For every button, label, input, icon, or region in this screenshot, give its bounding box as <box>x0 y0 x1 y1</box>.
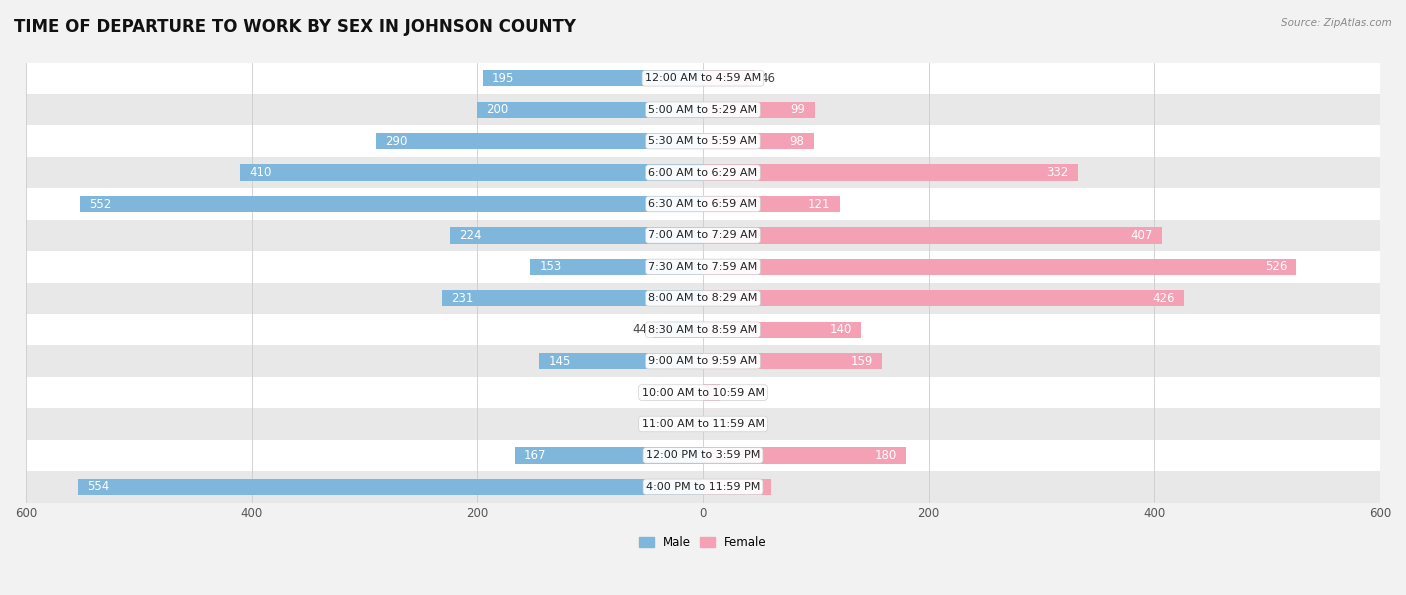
Text: 526: 526 <box>1265 261 1288 273</box>
Bar <box>27 94 1379 126</box>
Text: 195: 195 <box>492 72 515 85</box>
Bar <box>240 164 703 181</box>
Text: TIME OF DEPARTURE TO WORK BY SEX IN JOHNSON COUNTY: TIME OF DEPARTURE TO WORK BY SEX IN JOHN… <box>14 18 576 36</box>
Bar <box>478 102 703 118</box>
Bar <box>703 164 1077 181</box>
Text: 6:30 AM to 6:59 AM: 6:30 AM to 6:59 AM <box>648 199 758 209</box>
Bar <box>27 157 1379 188</box>
Text: 8:30 AM to 8:59 AM: 8:30 AM to 8:59 AM <box>648 325 758 335</box>
Text: 231: 231 <box>451 292 474 305</box>
Text: 200: 200 <box>486 104 509 116</box>
Bar <box>27 251 1379 283</box>
Text: 98: 98 <box>790 134 804 148</box>
Bar <box>515 447 703 464</box>
Bar <box>27 126 1379 157</box>
Text: 46: 46 <box>761 72 776 85</box>
Text: 6:00 AM to 6:29 AM: 6:00 AM to 6:29 AM <box>648 168 758 177</box>
Bar <box>703 133 814 149</box>
Bar <box>450 227 703 243</box>
Text: 140: 140 <box>830 323 852 336</box>
Bar <box>703 290 1184 306</box>
Bar <box>443 290 703 306</box>
Text: 12:00 PM to 3:59 PM: 12:00 PM to 3:59 PM <box>645 450 761 461</box>
Text: 121: 121 <box>808 198 831 211</box>
Text: 407: 407 <box>1130 229 1153 242</box>
Text: 7:30 AM to 7:59 AM: 7:30 AM to 7:59 AM <box>648 262 758 272</box>
Text: Source: ZipAtlas.com: Source: ZipAtlas.com <box>1281 18 1392 28</box>
Text: 224: 224 <box>460 229 482 242</box>
Bar <box>27 471 1379 503</box>
Text: 159: 159 <box>851 355 873 368</box>
Text: 7:00 AM to 7:29 AM: 7:00 AM to 7:29 AM <box>648 230 758 240</box>
Bar <box>484 70 703 86</box>
Bar <box>27 346 1379 377</box>
Text: 167: 167 <box>523 449 546 462</box>
Text: 0: 0 <box>690 418 697 430</box>
Bar <box>703 259 1296 275</box>
Bar <box>80 196 703 212</box>
Bar <box>654 321 703 338</box>
Text: 10:00 AM to 10:59 AM: 10:00 AM to 10:59 AM <box>641 387 765 397</box>
Legend: Male, Female: Male, Female <box>634 531 772 554</box>
Bar <box>530 259 703 275</box>
Text: 4:00 PM to 11:59 PM: 4:00 PM to 11:59 PM <box>645 482 761 492</box>
Bar <box>703 70 755 86</box>
Text: 12:00 AM to 4:59 AM: 12:00 AM to 4:59 AM <box>645 73 761 83</box>
Text: 0: 0 <box>690 386 697 399</box>
Text: 8:00 AM to 8:29 AM: 8:00 AM to 8:29 AM <box>648 293 758 303</box>
Bar <box>703 447 905 464</box>
Bar <box>703 384 720 400</box>
Bar <box>27 314 1379 346</box>
Bar <box>703 227 1163 243</box>
Bar <box>27 283 1379 314</box>
Text: 9:00 AM to 9:59 AM: 9:00 AM to 9:59 AM <box>648 356 758 366</box>
Text: 554: 554 <box>87 480 110 493</box>
Text: 0: 0 <box>709 418 716 430</box>
Text: 153: 153 <box>540 261 561 273</box>
Bar <box>27 377 1379 408</box>
Bar <box>27 440 1379 471</box>
Bar <box>540 353 703 369</box>
Text: 5:30 AM to 5:59 AM: 5:30 AM to 5:59 AM <box>648 136 758 146</box>
Bar <box>375 133 703 149</box>
Bar <box>27 408 1379 440</box>
Text: 99: 99 <box>790 104 806 116</box>
Bar <box>27 62 1379 94</box>
Bar <box>77 478 703 495</box>
Text: 11:00 AM to 11:59 AM: 11:00 AM to 11:59 AM <box>641 419 765 429</box>
Text: 60: 60 <box>747 480 762 493</box>
Bar <box>703 353 883 369</box>
Text: 180: 180 <box>875 449 897 462</box>
Text: 290: 290 <box>385 134 408 148</box>
Text: 410: 410 <box>249 166 271 179</box>
Bar <box>703 478 770 495</box>
Bar <box>27 188 1379 220</box>
Bar <box>703 102 814 118</box>
Bar <box>27 220 1379 251</box>
Text: 145: 145 <box>548 355 571 368</box>
Bar <box>703 196 839 212</box>
Text: 15: 15 <box>725 386 741 399</box>
Text: 426: 426 <box>1152 292 1174 305</box>
Text: 332: 332 <box>1046 166 1069 179</box>
Bar <box>703 321 860 338</box>
Text: 44: 44 <box>633 323 648 336</box>
Text: 552: 552 <box>90 198 111 211</box>
Text: 5:00 AM to 5:29 AM: 5:00 AM to 5:29 AM <box>648 105 758 115</box>
